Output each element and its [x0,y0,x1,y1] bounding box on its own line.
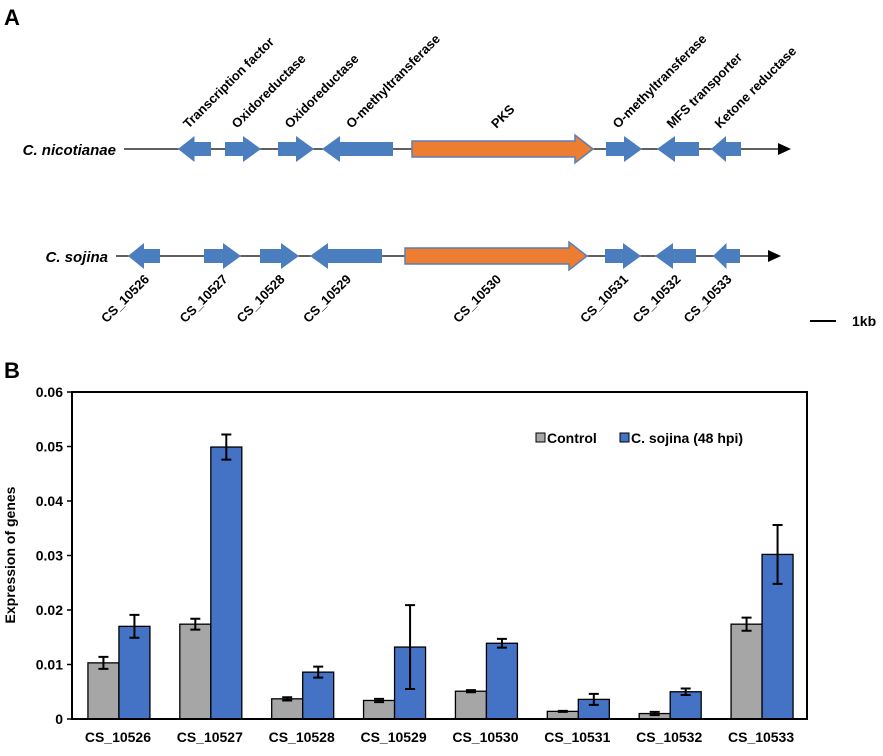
gene-cluster-diagram: C. nicotianae Transcription factorOxidor… [23,31,876,329]
error-bar [221,433,232,461]
species-label-sojina: C. sojina [45,249,108,266]
error-bar [496,637,507,649]
y-tick-label: 0 [55,711,63,727]
gene-arrow [225,136,261,162]
error-bar [465,689,476,694]
plot-frame [71,391,808,720]
gene-function-label: Ketone reductase [712,43,800,131]
bar-infected [210,446,243,720]
legend-swatch-control [535,432,546,443]
y-tick-label: 0.06 [36,384,63,400]
gene-arrow [411,133,595,165]
gene-function-label: O-methyltransferase [610,31,710,131]
gene-arrow [128,243,160,269]
bar-control [179,623,212,720]
error-bar [405,604,416,691]
x-tick-label: CS_10529 [360,729,426,745]
error-bar [282,696,293,702]
gene-arrow [404,240,589,272]
legend: Control C. sojina (48 hpi) [535,430,743,446]
y-axis-label: Expression of genes [2,486,18,623]
error-bar [772,523,783,585]
x-tick-label: CS_10531 [544,729,610,745]
y-tick-label: 0.05 [36,439,63,455]
error-bar [649,710,660,717]
gene-id-label: CS_10529 [300,272,354,326]
bar-infected [302,671,335,720]
bar-control [454,690,488,720]
gene-id-label: CS_10530 [450,272,504,326]
y-tick-label: 0.02 [36,602,63,618]
gene-id-label: CS_10531 [577,272,631,326]
x-tick-label: CS_10533 [728,729,794,745]
gene-function-label: O-methyltransferase [343,31,443,131]
y-tick-label: 0.01 [36,657,63,673]
x-tick-label: CS_10527 [177,729,243,745]
bar-chart: Expression of genes 0 0.01 0.02 0.03 0.04 0.0… [2,384,808,745]
error-bar [557,709,568,713]
x-tick-label: CS_10532 [636,729,702,745]
bar-infected [485,642,519,720]
scale-bar-label: 1kb [852,313,876,329]
x-tick-label: CS_10530 [452,729,518,745]
legend-swatch-infected [619,432,630,443]
gene-arrow [260,243,299,269]
bar-control [362,699,396,720]
gene-function-label: PKS [488,101,518,131]
gene-arrow [204,243,241,269]
bar-infected [669,691,702,720]
error-bar [741,616,752,632]
error-bar [313,665,324,679]
gene-id-label: CS_10526 [98,272,152,326]
gene-arrow [655,243,696,269]
error-bar [588,692,599,706]
gene-arrow [278,136,314,162]
error-bar [374,697,385,704]
error-bar [98,655,109,670]
gene-arrow [711,136,741,162]
gene-id-label: CS_10527 [177,272,231,326]
y-tick-label: 0.04 [36,493,63,509]
species-label-nicotianae: C. nicotianae [23,142,116,159]
gene-arrow [657,136,699,162]
gene-arrow [605,243,641,269]
error-bar [129,613,140,639]
gene-id-label: CS_10528 [234,272,288,326]
gene-arrow [322,136,393,162]
gene-id-label: CS_10533 [681,272,735,326]
bar-control [271,698,304,720]
legend-label-control: Control [547,430,597,446]
gene-arrow [606,136,642,162]
x-tick-label: CS_10528 [269,729,335,745]
panel-b-label: B [4,358,20,383]
gene-function-label: Transcription factor [180,34,277,131]
gene-arrow [310,243,382,269]
error-bar [680,687,691,697]
y-tick-label: 0.03 [36,548,63,564]
bar-control [730,623,763,720]
genome-arrowhead-nicotianae [778,143,791,155]
x-tick-label: CS_10526 [85,729,151,745]
gene-arrow [713,243,740,269]
gene-arrow [178,136,211,162]
genome-arrowhead-sojina [768,250,781,262]
panel-a-label: A [4,5,20,30]
error-bar [190,617,201,631]
gene-id-label: CS_10532 [630,272,684,326]
bar-infected [118,625,151,720]
bar-control [87,662,120,720]
legend-label-infected: C. sojina (48 hpi) [631,430,743,446]
